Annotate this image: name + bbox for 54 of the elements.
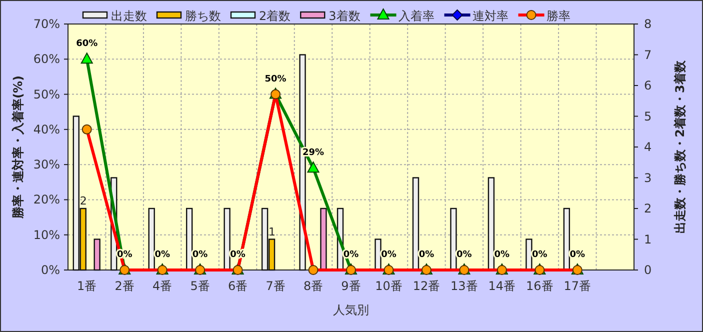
x-tick-label: 6番 bbox=[228, 279, 248, 293]
legend-label: 連対率 bbox=[472, 9, 508, 23]
data-label: 50% bbox=[264, 74, 286, 84]
y2-axis-title: 出走数・勝ち数・2着数・3着数 bbox=[673, 60, 687, 234]
y-tick-label: 50% bbox=[33, 87, 60, 102]
y2-tick-label: 3 bbox=[644, 170, 652, 185]
y2-tick-label: 7 bbox=[644, 48, 652, 62]
y-tick-label: 40% bbox=[33, 122, 60, 136]
x-tick-label: 8番 bbox=[303, 279, 324, 293]
x-tick-label: 9番 bbox=[341, 279, 361, 293]
legend-label: 勝ち数 bbox=[185, 9, 221, 23]
y2-tick-label: 2 bbox=[644, 202, 652, 216]
y2-tick-label: 1 bbox=[644, 232, 652, 246]
bar bbox=[94, 238, 100, 271]
x-tick-label: 16番 bbox=[526, 279, 554, 293]
data-label: 0% bbox=[570, 250, 586, 260]
x-tick-label: 5番 bbox=[190, 279, 210, 293]
data-label: 2 bbox=[80, 194, 87, 208]
y-tick-label: 20% bbox=[33, 192, 60, 207]
legend-label: 2着数 bbox=[259, 9, 291, 23]
y-tick-label: 70% bbox=[33, 17, 60, 31]
y2-tick-label: 0 bbox=[644, 263, 652, 277]
y-tick-label: 10% bbox=[33, 228, 60, 242]
x-tick-label: 12番 bbox=[412, 279, 440, 293]
x-tick-label: 1番 bbox=[77, 279, 97, 293]
y-tick-label: 30% bbox=[33, 158, 60, 172]
data-label: 1 bbox=[268, 225, 276, 238]
data-label: 60% bbox=[76, 39, 98, 50]
y2-tick-label: 6 bbox=[644, 78, 652, 92]
y2-tick-label: 4 bbox=[644, 140, 652, 154]
y-tick-label: 0% bbox=[40, 263, 60, 277]
x-tick-label: 4番 bbox=[152, 279, 172, 293]
legend-label: 出走数 bbox=[111, 9, 147, 23]
y-axis-title: 勝率・連対率・入着率(%) bbox=[11, 76, 25, 220]
y2-tick-label: 5 bbox=[644, 109, 652, 124]
data-label: 0% bbox=[494, 250, 510, 260]
legend-label: 入着率 bbox=[398, 9, 434, 23]
x-tick-label: 2番 bbox=[114, 279, 134, 293]
x-axis-title: 人気別 bbox=[333, 303, 369, 317]
data-label: 0% bbox=[456, 250, 472, 260]
y-tick-label: 60% bbox=[33, 52, 60, 66]
x-tick-label: 14番 bbox=[488, 279, 516, 293]
x-tick-label: 7番 bbox=[266, 279, 286, 293]
x-tick-label: 17番 bbox=[564, 279, 592, 293]
data-label: 0% bbox=[418, 250, 434, 260]
y2-tick-label: 8 bbox=[644, 17, 652, 31]
x-tick-label: 13番 bbox=[450, 279, 478, 293]
data-label: 0% bbox=[381, 250, 396, 260]
data-label: 0% bbox=[192, 250, 208, 260]
data-label: 0% bbox=[154, 250, 170, 260]
legend-label: 3着数 bbox=[328, 9, 360, 23]
legend-label: 勝率 bbox=[546, 9, 570, 23]
x-tick-label: 10番 bbox=[375, 279, 402, 293]
data-label: 0% bbox=[532, 250, 548, 260]
